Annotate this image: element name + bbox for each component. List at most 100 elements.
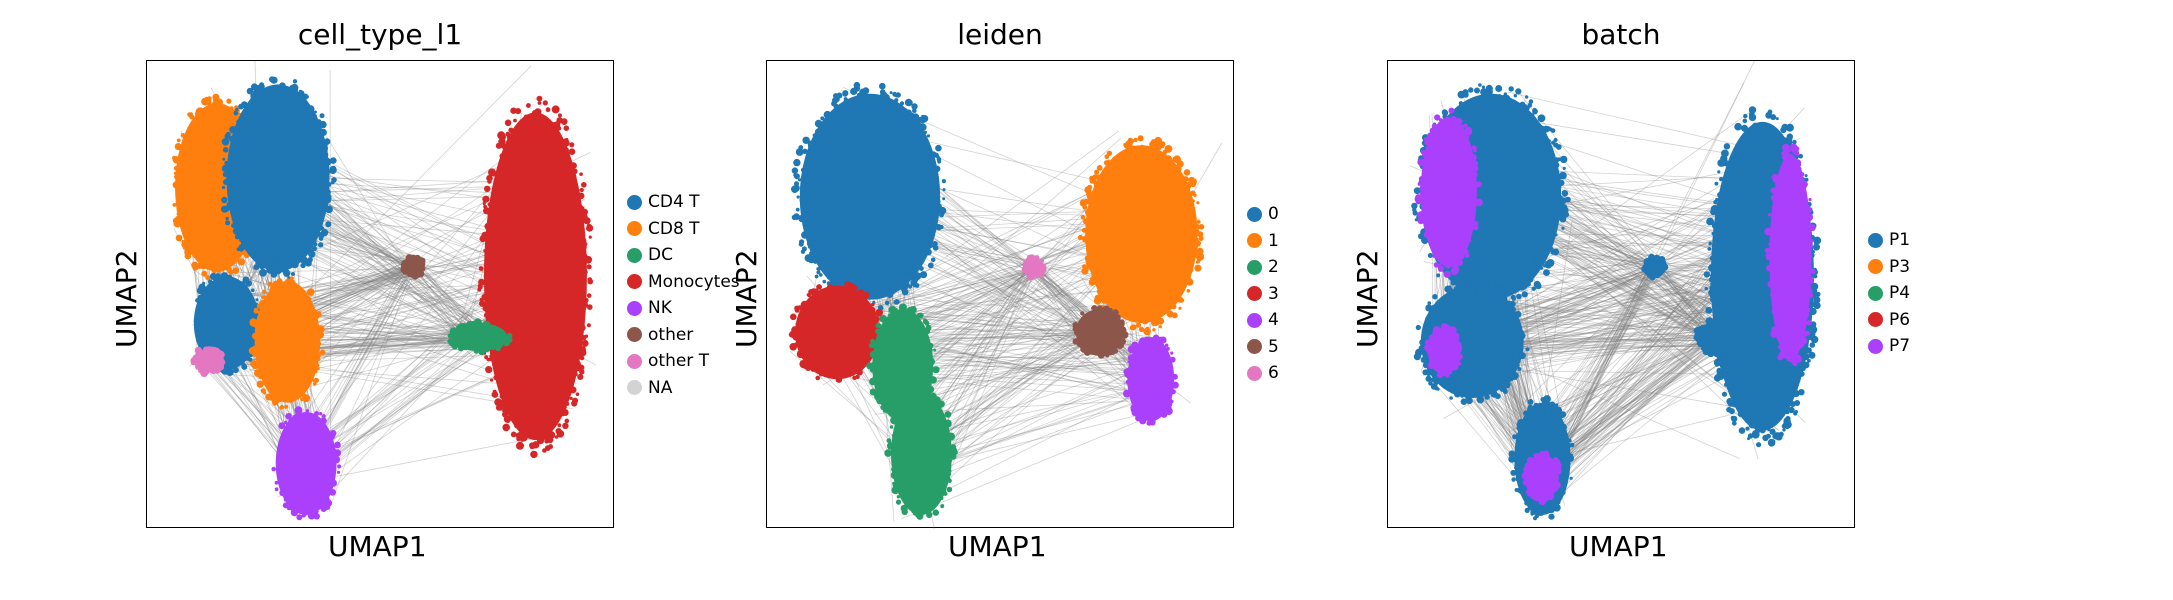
- edge-line: [205, 283, 540, 296]
- cell-point: [331, 177, 337, 183]
- cell-point: [516, 432, 524, 441]
- legend-marker-icon: [627, 194, 642, 210]
- cell-point: [1523, 266, 1529, 272]
- cell-point: [1178, 306, 1182, 310]
- cell-point: [321, 414, 326, 418]
- cell-point: [1562, 166, 1566, 170]
- cell-point: [246, 87, 254, 95]
- edge-line: [306, 261, 419, 427]
- cell-point: [483, 249, 487, 253]
- cell-point: [305, 296, 311, 302]
- cluster-body: [872, 309, 934, 422]
- cell-point: [807, 298, 815, 305]
- cell-point: [911, 103, 918, 110]
- cell-point: [1123, 389, 1129, 395]
- cell-point: [1516, 445, 1520, 450]
- cell-point: [914, 252, 922, 261]
- cell-point: [890, 407, 897, 414]
- cell-point: [492, 389, 497, 394]
- cell-point: [1481, 85, 1485, 89]
- cell-point: [1764, 227, 1772, 236]
- cell-cluster: [788, 281, 883, 383]
- cell-point: [1167, 162, 1175, 170]
- edge-line: [902, 358, 1146, 385]
- cell-point: [484, 355, 489, 360]
- cell-point: [239, 225, 246, 232]
- cell-point: [1565, 437, 1570, 441]
- cell-point: [1745, 130, 1751, 136]
- cell-point: [1540, 134, 1546, 140]
- edge-line: [921, 214, 1029, 263]
- cell-point: [1530, 271, 1535, 277]
- cell-point: [554, 410, 561, 416]
- cell-point: [263, 96, 267, 100]
- cell-point: [1786, 136, 1793, 143]
- cell-point: [510, 431, 517, 438]
- cell-point: [1551, 411, 1556, 416]
- cell-point: [911, 256, 915, 260]
- cell-point: [1431, 308, 1440, 317]
- cell-point: [216, 109, 222, 114]
- cell-point: [542, 129, 549, 136]
- cell-point: [866, 362, 874, 370]
- cell-point: [1515, 271, 1523, 278]
- cell-point: [473, 348, 479, 354]
- cell-point: [1444, 116, 1451, 123]
- cell-point: [1703, 271, 1711, 278]
- cell-point: [328, 431, 336, 439]
- cell-point: [1503, 381, 1511, 389]
- cell-point: [1495, 294, 1502, 301]
- cell-point: [308, 112, 312, 116]
- cell-point: [1731, 381, 1738, 389]
- plot-area: [766, 60, 1234, 529]
- cell-point: [1778, 401, 1784, 406]
- cell-point: [241, 362, 246, 367]
- cell-point: [1560, 432, 1566, 437]
- cell-point: [1422, 207, 1429, 215]
- cell-point: [579, 252, 585, 258]
- cell-point: [1525, 347, 1530, 352]
- cell-cluster: [1764, 143, 1816, 367]
- cell-point: [261, 295, 266, 300]
- cell-point: [569, 353, 575, 359]
- cell-point: [225, 216, 229, 221]
- cell-point: [1555, 171, 1560, 176]
- cell-point: [819, 273, 823, 277]
- cell-point: [1476, 396, 1485, 404]
- cell-point: [319, 113, 325, 119]
- cell-point: [1746, 142, 1750, 146]
- cell-point: [806, 241, 813, 247]
- cell-point: [1495, 85, 1503, 92]
- cell-point: [218, 265, 225, 272]
- cell-point: [284, 278, 293, 286]
- cell-point: [201, 109, 208, 116]
- cell-point: [252, 97, 257, 102]
- cell-point: [1499, 301, 1504, 306]
- cell-point: [858, 295, 863, 300]
- cell-point: [491, 344, 497, 351]
- cell-point: [1500, 387, 1505, 392]
- cell-point: [331, 464, 336, 469]
- cell-point: [224, 160, 229, 166]
- cell-point: [1547, 194, 1555, 201]
- cell-point: [1757, 135, 1765, 143]
- cell-point: [1417, 158, 1425, 166]
- cell-point: [488, 368, 493, 373]
- cell-point: [561, 401, 566, 406]
- cell-point: [1535, 250, 1540, 255]
- cell-point: [1465, 235, 1471, 242]
- cell-point: [495, 369, 503, 377]
- cell-point: [1148, 304, 1156, 312]
- cell-point: [1723, 143, 1731, 150]
- cell-point: [872, 334, 876, 339]
- legend-label: 3: [1268, 283, 1279, 304]
- cell-point: [791, 214, 797, 220]
- legend-label: DC: [648, 245, 673, 266]
- cell-point: [513, 143, 518, 148]
- cell-point: [1433, 379, 1439, 386]
- legend-marker-icon: [627, 300, 642, 316]
- cell-point: [1708, 241, 1712, 246]
- cell-point: [1509, 305, 1514, 311]
- cell-point: [1498, 286, 1505, 293]
- cell-point: [1181, 268, 1186, 273]
